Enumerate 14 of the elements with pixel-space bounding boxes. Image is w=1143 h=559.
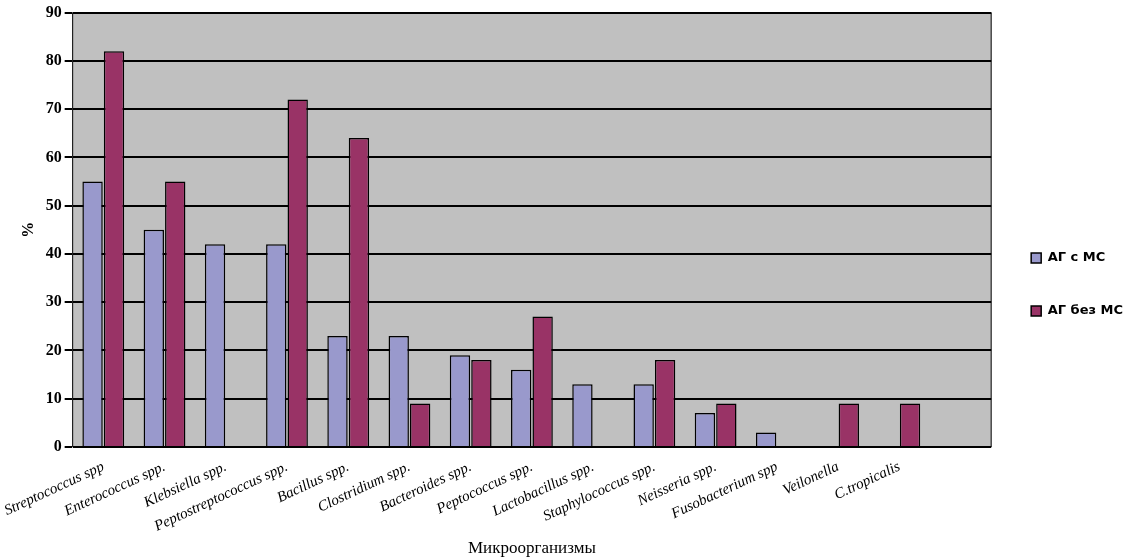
- y-tick-label: 80: [45, 51, 62, 68]
- legend-label: АГ с МС: [1047, 249, 1106, 265]
- y-tick-label: 90: [45, 2, 62, 20]
- y-tick-label: 10: [45, 388, 62, 406]
- legend-label: АГ без МС: [1047, 302, 1124, 318]
- y-tick-label: 20: [45, 340, 62, 358]
- y-tick-label: 70: [45, 99, 62, 117]
- y-tick-label: 50: [45, 195, 62, 213]
- y-axis-title: %: [19, 221, 37, 238]
- x-axis-title: Микроорганизмы: [468, 538, 597, 558]
- y-tick-label: 40: [45, 244, 62, 262]
- y-tick-label: 0: [53, 437, 62, 455]
- y-tick-label: 60: [45, 147, 62, 165]
- y-tick-label: 30: [45, 292, 62, 310]
